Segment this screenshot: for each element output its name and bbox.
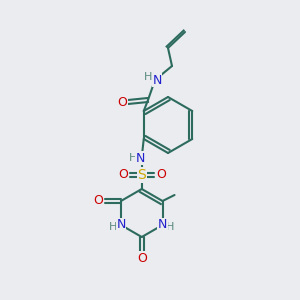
Text: H: H xyxy=(166,222,175,232)
Text: N: N xyxy=(116,218,126,232)
Text: H: H xyxy=(144,72,152,82)
Text: O: O xyxy=(137,251,147,265)
Text: H: H xyxy=(129,153,137,163)
Text: S: S xyxy=(137,168,146,182)
Text: N: N xyxy=(158,218,167,232)
Text: O: O xyxy=(156,169,166,182)
Text: N: N xyxy=(152,74,162,86)
Text: O: O xyxy=(118,169,128,182)
Text: O: O xyxy=(93,194,103,208)
Text: O: O xyxy=(117,95,127,109)
Text: H: H xyxy=(109,222,117,232)
Text: N: N xyxy=(136,152,146,164)
